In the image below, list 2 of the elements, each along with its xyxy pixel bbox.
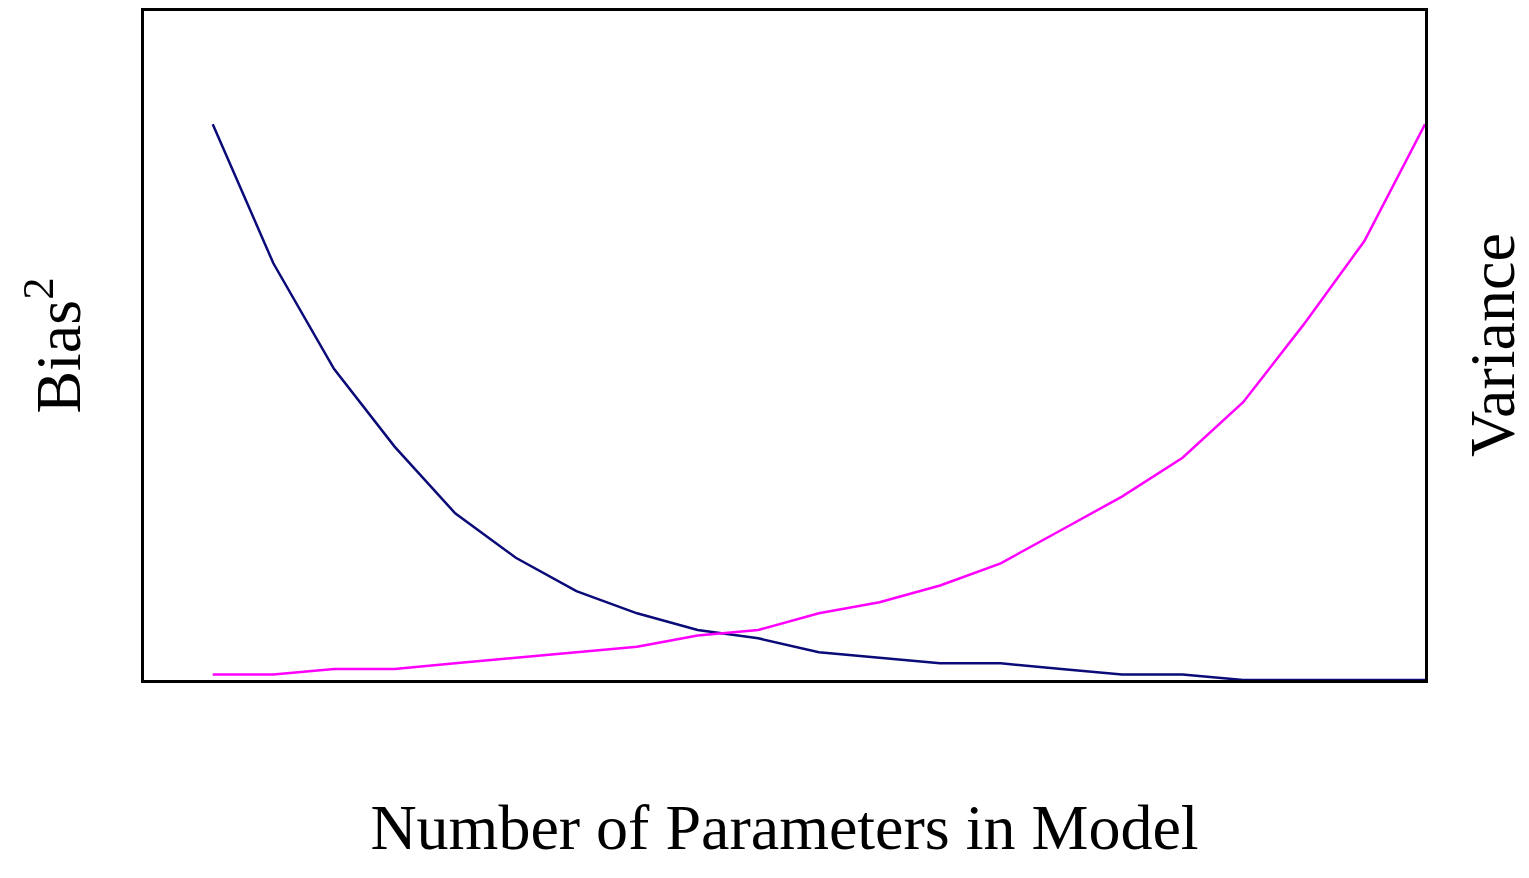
x-axis-title: Number of Parameters in Model [370,791,1199,863]
y2-axis-title: Variance [1457,233,1528,457]
